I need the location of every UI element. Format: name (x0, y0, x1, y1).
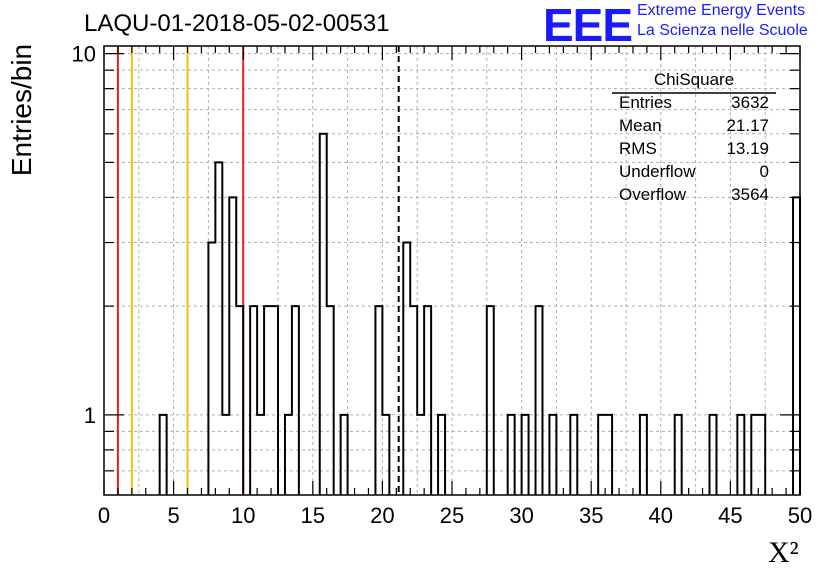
x-axis-label: X² (768, 536, 799, 569)
stats-value: 3632 (731, 93, 769, 112)
grid-lines (104, 46, 800, 495)
logo-line-2: La Scienza nelle Scuole (637, 22, 808, 39)
chart-title: LAQU-01-2018-05-02-00531 (84, 10, 390, 37)
x-tick-label: 25 (440, 503, 464, 528)
y-tick-label: 1 (84, 403, 96, 428)
x-tick-label: 40 (649, 503, 673, 528)
eee-logo: EEE (543, 0, 633, 51)
histogram-outline (158, 132, 801, 495)
x-tick-label: 15 (301, 503, 325, 528)
x-tick-label: 30 (509, 503, 533, 528)
stats-key: RMS (619, 139, 657, 158)
stats-value: 21.17 (726, 116, 769, 135)
stats-value: 13.19 (726, 139, 769, 158)
x-tick-label: 10 (231, 503, 255, 528)
x-tick-label: 45 (718, 503, 742, 528)
x-tick-label: 5 (167, 503, 179, 528)
stats-key: Entries (619, 93, 672, 112)
y-tick-labels: 1 10 (72, 42, 96, 428)
stats-box-title: ChiSquare (653, 70, 735, 89)
x-tick-label: 20 (370, 503, 394, 528)
x-tick-label: 35 (579, 503, 603, 528)
x-tick-label: 50 (788, 503, 812, 528)
stats-key: Underflow (619, 162, 696, 181)
logo-line-1: Extreme Energy Events (637, 2, 806, 19)
x-tick-label: 0 (98, 503, 110, 528)
y-axis-label: Entries/bin (6, 43, 37, 177)
axis-ticks (103, 46, 801, 495)
stats-value: 0 (759, 162, 769, 181)
stats-value: 3564 (731, 185, 769, 204)
stats-key: Mean (619, 116, 662, 135)
plot-frame (103, 45, 801, 496)
x-tick-labels: 0 5 10 15 20 25 30 35 40 45 50 (98, 503, 812, 528)
stats-key: Overflow (619, 185, 687, 204)
y-tick-label: 10 (72, 42, 96, 67)
vertical-marker-lines (116, 46, 400, 495)
